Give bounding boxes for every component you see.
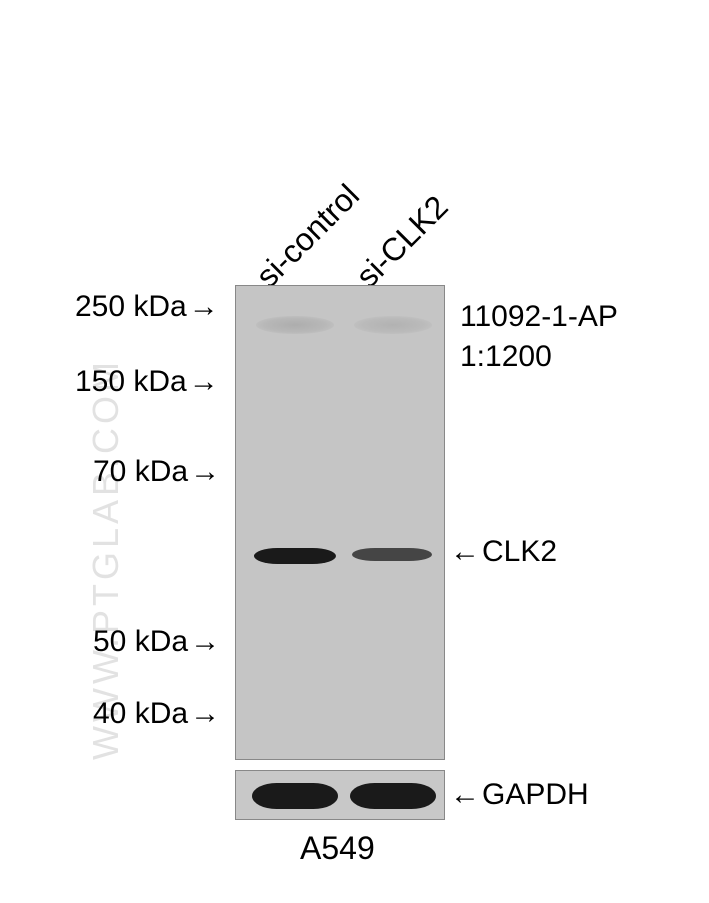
ladder-text: 40 kDa [93,697,188,730]
arrow-icon: → [190,455,220,489]
arrow-icon: ← [450,778,480,812]
band-gapdh-lane1 [252,783,338,809]
ladder-text: 150 kDa [75,365,187,398]
cell-line-label: A549 [300,830,375,867]
lane-label-control: si-control [249,177,367,295]
ladder-70: 70 kDa→ [93,455,220,489]
ladder-text: 250 kDa [75,290,187,323]
band-clk2-lane2 [352,548,432,561]
arrow-icon: ← [450,535,480,569]
gapdh-text: GAPDH [482,778,589,811]
ladder-50: 50 kDa→ [93,625,220,659]
loading-control-label: ←GAPDH [450,778,589,812]
target-text: CLK2 [482,535,557,568]
band-clk2-lane1 [254,548,336,564]
ladder-150: 150 kDa→ [75,365,219,399]
blot-gapdh-membrane [235,770,445,820]
smear [354,316,432,334]
ladder-40: 40 kDa→ [93,697,220,731]
smear [256,316,334,334]
band-gapdh-lane2 [350,783,436,809]
arrow-icon: → [190,625,220,659]
target-band-label: ←CLK2 [450,535,557,569]
blot-main-membrane [235,285,445,760]
western-blot-figure: WWW.PTGLAB.COM si-control si-CLK2 250 kD… [0,0,709,903]
antibody-catalog: 11092-1-AP [460,300,618,334]
arrow-icon: → [190,697,220,731]
arrow-icon: → [189,290,219,324]
arrow-icon: → [189,365,219,399]
ladder-text: 50 kDa [93,625,188,658]
antibody-dilution: 1:1200 [460,340,552,374]
ladder-text: 70 kDa [93,455,188,488]
ladder-250: 250 kDa→ [75,290,219,324]
